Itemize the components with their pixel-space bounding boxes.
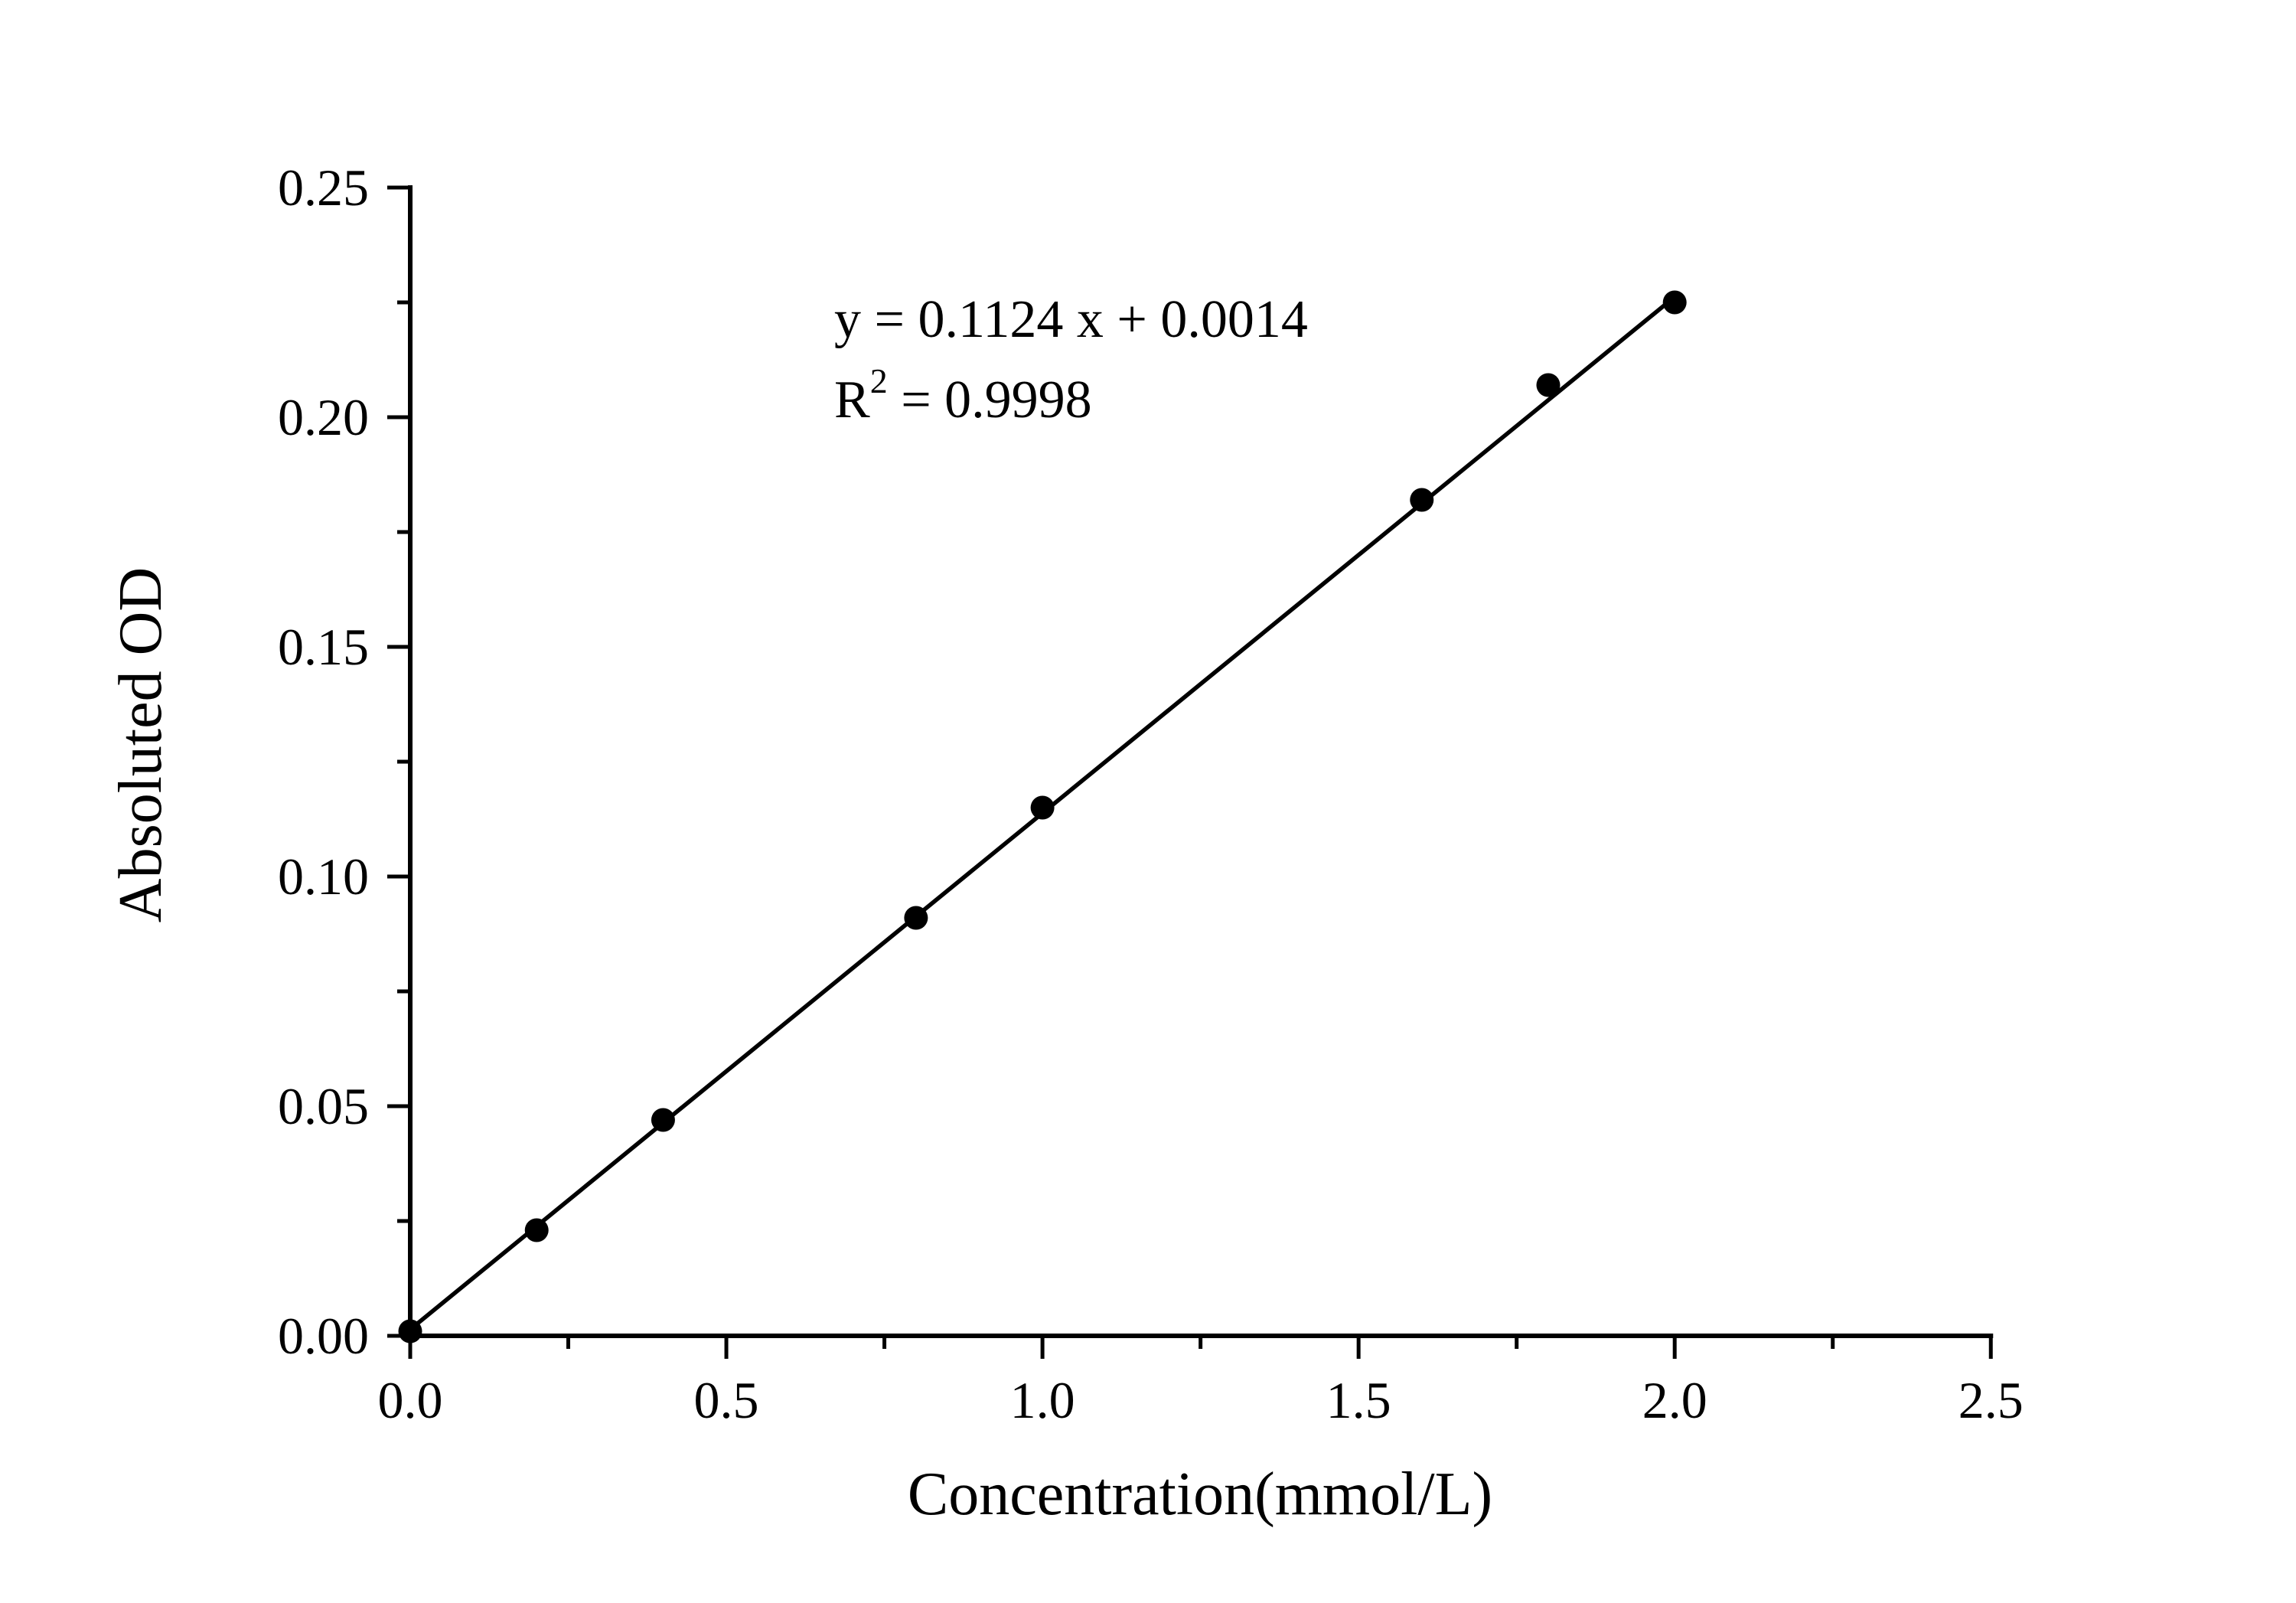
data-point-x0.8 <box>904 906 928 930</box>
data-point-x2 <box>1662 290 1687 315</box>
equation-annotation: y = 0.1124 x + 0.0014 R2 = 0.9998 <box>834 290 1308 429</box>
r-squared-value: = 0.9998 <box>888 371 1092 429</box>
equation-line2-r-squared: R2 = 0.9998 <box>834 361 1092 429</box>
data-point-x1 <box>1030 795 1055 820</box>
x-tick-label: 0.0 <box>378 1371 443 1429</box>
data-point-x0 <box>398 1319 422 1343</box>
data-point-x1.8 <box>1536 373 1561 397</box>
data-point-x0.2 <box>524 1218 549 1242</box>
y-tick-label: 0.15 <box>278 618 369 676</box>
x-tick-label: 1.0 <box>1010 1371 1075 1429</box>
y-tick-label: 0.25 <box>278 158 369 217</box>
y-axis: 0.00 0.05 0.10 0.15 0.20 0.25 <box>278 158 413 1365</box>
y-tick-label: 0.20 <box>278 388 369 446</box>
x-tick-label: 2.0 <box>1642 1371 1707 1429</box>
x-tick-label: 2.5 <box>1958 1371 2024 1429</box>
data-points <box>398 290 1687 1343</box>
x-axis-title: Concentration(mmol/L) <box>908 1461 1492 1528</box>
data-point-x1.6 <box>1410 488 1434 512</box>
y-tick-label: 0.00 <box>278 1307 369 1365</box>
y-tick-label: 0.10 <box>278 847 369 906</box>
r-squared-superscript: 2 <box>870 361 888 400</box>
y-tick-label: 0.05 <box>278 1077 369 1135</box>
x-axis: 0.0 0.5 1.0 1.5 2.0 2.5 <box>378 1334 2024 1429</box>
data-point-x0.4 <box>651 1108 675 1132</box>
x-tick-label: 1.5 <box>1326 1371 1391 1429</box>
equation-line1: y = 0.1124 x + 0.0014 <box>834 290 1308 349</box>
r-squared-base: R <box>834 371 870 429</box>
x-tick-label: 0.5 <box>694 1371 759 1429</box>
y-axis-title: Absoluted OD <box>107 567 174 922</box>
